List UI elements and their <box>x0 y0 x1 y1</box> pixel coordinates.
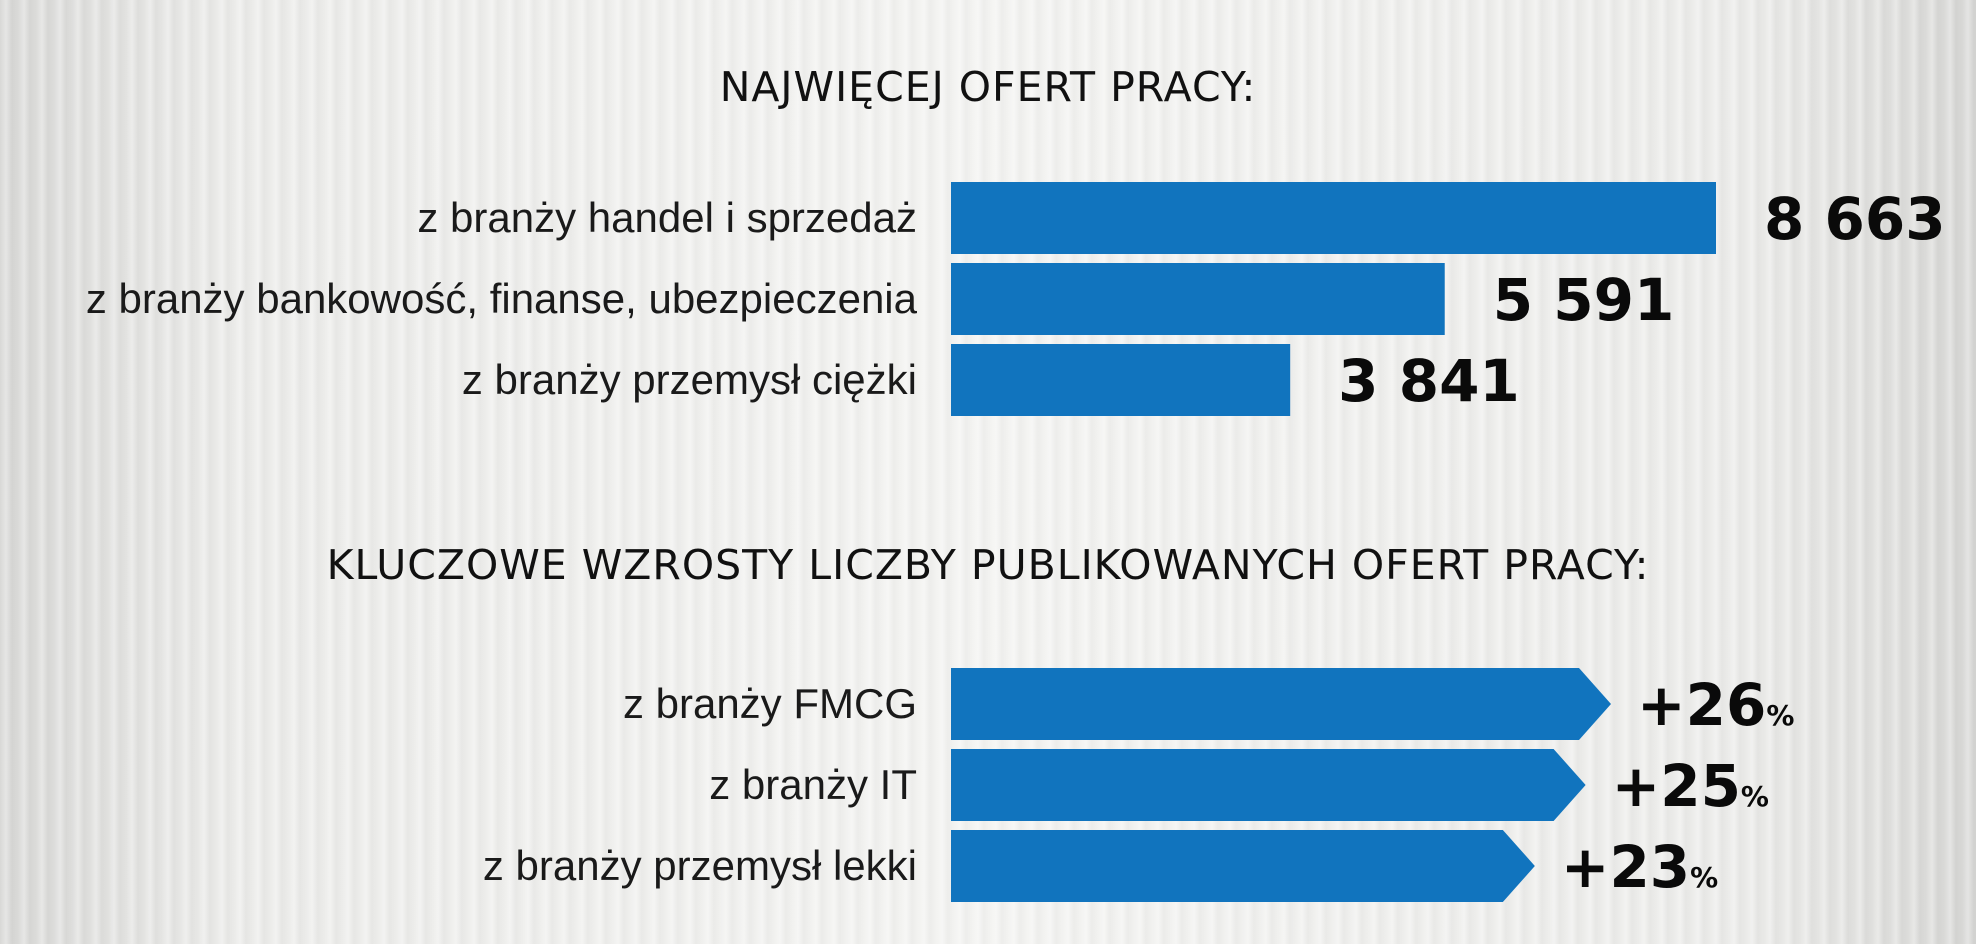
chart-1-category-label: z branży handel i sprzedaż <box>417 194 917 241</box>
chart-2-arrow-bar <box>951 830 1535 902</box>
chart-2-category-label: z branży IT <box>709 761 917 808</box>
chart-1-value-label: 5 591 <box>1493 266 1675 334</box>
chart-1-category-label: z branży bankowość, finanse, ubezpieczen… <box>86 275 918 322</box>
chart-1-title: NAJWIĘCEJ OFERT PRACY: <box>719 63 1257 111</box>
chart-2-arrow-bar <box>951 668 1611 740</box>
chart-2-category-label: z branży FMCG <box>623 680 917 727</box>
chart-2-percent-sign: % <box>1690 861 1718 894</box>
chart-2-percent-sign: % <box>1741 780 1769 813</box>
chart-2-percent-sign: % <box>1766 699 1794 732</box>
chart-1-bar <box>951 182 1716 254</box>
chart-1-value-label: 3 841 <box>1338 347 1520 415</box>
chart-1-value-label: 8 663 <box>1764 185 1946 253</box>
chart-1-bar <box>951 344 1291 416</box>
chart-2-value-label: +25% <box>1612 752 1769 820</box>
chart-2-title: KLUCZOWE WZROSTY LICZBY PUBLIKOWANYCH OF… <box>326 541 1650 589</box>
chart-2-value-label: +26% <box>1637 671 1794 739</box>
chart-2-value-label: +23% <box>1561 833 1718 901</box>
chart-2-arrow-bar <box>951 749 1586 821</box>
chart-1-bar <box>951 263 1445 335</box>
chart-1-category-label: z branży przemysł ciężki <box>462 356 917 403</box>
chart-2-category-label: z branży przemysł lekki <box>483 842 917 889</box>
